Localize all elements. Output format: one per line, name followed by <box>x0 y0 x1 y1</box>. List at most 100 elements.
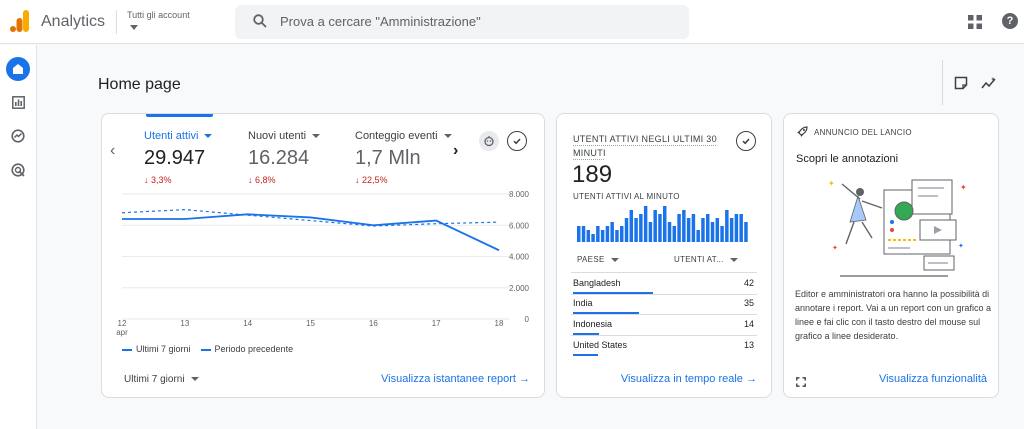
series-line-current[interactable] <box>122 213 500 252</box>
x-tick-label: 14 <box>243 319 252 328</box>
y-tick-label: 6.000 <box>509 221 530 230</box>
date-range-selector[interactable]: Ultimi 7 giorni <box>124 374 199 385</box>
series-line-previous[interactable] <box>121 209 500 227</box>
minute-bar[interactable] <box>706 214 710 242</box>
minute-bar[interactable] <box>600 230 605 242</box>
chevron-right-icon[interactable]: › <box>453 142 459 159</box>
chevron-down-icon[interactable] <box>130 25 138 30</box>
metric-change: ↓ 22,5% <box>355 175 388 185</box>
users-count: 42 <box>743 278 754 288</box>
minute-bar[interactable] <box>610 222 614 242</box>
y-tick-label: 2.000 <box>509 284 530 293</box>
search-input[interactable]: Prova a cercare "Amministrazione" <box>280 14 481 29</box>
minute-bar[interactable] <box>648 222 653 242</box>
caret-down-icon <box>443 134 452 139</box>
analytics-logo-icon[interactable] <box>10 10 30 32</box>
minute-bar[interactable] <box>715 218 720 242</box>
annotation-note-icon[interactable] <box>954 76 968 90</box>
minute-bar[interactable] <box>643 206 648 242</box>
share-bar <box>573 354 598 356</box>
minute-bar[interactable] <box>710 222 715 242</box>
top-bar: Analytics Tutti gli account Prova a cerc… <box>0 0 1024 44</box>
minute-bar[interactable] <box>620 226 624 242</box>
metric-change: ↓ 3,3% <box>144 175 172 185</box>
y-tick-label: 8.000 <box>509 190 530 199</box>
minute-bar[interactable] <box>591 234 595 242</box>
minute-bar[interactable] <box>653 210 657 242</box>
overview-card: ‹ Utenti attivi 29.947 ↓ 3,3% Nuovi uten… <box>101 113 545 398</box>
per-minute-bar-chart[interactable] <box>577 202 749 242</box>
check-circle-icon[interactable] <box>507 131 527 151</box>
minute-bar[interactable] <box>725 210 729 242</box>
minute-bar[interactable] <box>586 230 591 242</box>
minute-bar[interactable] <box>624 218 629 242</box>
sidebar-item-advertising[interactable] <box>6 158 30 182</box>
minute-bar[interactable] <box>686 218 691 242</box>
line-chart[interactable]: 8.000 6.000 4.000 2.000 0 12 13 14 15 16 17 18 apr <box>112 184 542 344</box>
minute-bar[interactable] <box>701 218 705 242</box>
minute-bar[interactable] <box>696 230 700 242</box>
minute-bar[interactable] <box>615 230 619 242</box>
x-tick-label: 17 <box>432 319 441 328</box>
minute-bar[interactable] <box>682 210 686 242</box>
x-tick-label: 15 <box>306 319 315 328</box>
minute-bar[interactable] <box>744 222 748 242</box>
minute-bar[interactable] <box>720 226 724 242</box>
minute-bar[interactable] <box>581 226 586 242</box>
metric-tab-event-count[interactable]: Conteggio eventi 1,7 Mln ↓ 22,5% <box>355 130 452 185</box>
minute-bar[interactable] <box>629 210 634 242</box>
share-bar <box>573 312 640 314</box>
minute-bar[interactable] <box>639 214 643 242</box>
divider <box>942 60 943 105</box>
arrow-right-icon: → <box>519 373 530 385</box>
view-feature-link[interactable]: Visualizza funzionalità <box>878 373 987 385</box>
chevron-left-icon[interactable]: ‹ <box>110 142 116 159</box>
sidebar-item-explore[interactable] <box>6 124 30 148</box>
x-tick-label: 13 <box>180 319 189 328</box>
target-icon <box>11 163 25 177</box>
minute-bar[interactable] <box>658 214 662 242</box>
announcement-header: ANNUNCIO DEL LANCIO <box>796 126 912 138</box>
sidebar-item-reports[interactable] <box>6 90 30 114</box>
minute-bar[interactable] <box>734 214 739 242</box>
app-title: Analytics <box>41 13 106 30</box>
table-header-country[interactable]: PAESE <box>577 255 619 264</box>
minute-bar[interactable] <box>667 222 672 242</box>
search-bar[interactable]: Prova a cercare "Amministrazione" <box>235 5 689 39</box>
caret-down-icon <box>312 134 321 139</box>
svg-text:✦: ✦ <box>832 244 838 252</box>
minute-bar[interactable] <box>739 214 743 242</box>
view-report-snapshot-link[interactable]: Visualizza istantanee report → <box>381 373 530 385</box>
metric-tab-active-users[interactable]: Utenti attivi 29.947 ↓ 3,3% <box>144 130 213 185</box>
caret-down-icon <box>729 257 738 262</box>
view-realtime-link[interactable]: Visualizza in tempo reale → <box>620 373 757 385</box>
announcement-body: Editor e amministratori ora hanno la pos… <box>795 289 991 341</box>
metric-tab-new-users[interactable]: Nuovi utenti 16.284 ↓ 6,8% <box>248 130 321 185</box>
apps-grid-icon[interactable] <box>968 15 982 29</box>
account-selector[interactable]: Tutti gli account <box>127 10 190 20</box>
minute-bar[interactable] <box>729 218 734 242</box>
insight-bot-icon[interactable] <box>479 131 499 151</box>
divider <box>571 335 757 336</box>
minute-bar[interactable] <box>677 214 681 242</box>
fullscreen-icon[interactable] <box>796 377 806 387</box>
minute-bar[interactable] <box>577 226 581 242</box>
metric-value: 1,7 Mln <box>355 147 421 169</box>
check-circle-icon[interactable] <box>736 131 756 151</box>
table-header-users[interactable]: UTENTI AT... <box>674 255 738 264</box>
minute-bar[interactable] <box>663 206 667 242</box>
realtime-title[interactable]: UTENTI ATTIVI NEGLI ULTIMI 30 MINUTI <box>573 134 717 158</box>
help-icon[interactable]: ? <box>1002 13 1018 29</box>
sidebar-item-home[interactable] <box>6 57 30 81</box>
minute-bar[interactable] <box>672 226 677 242</box>
minute-bar[interactable] <box>596 226 600 242</box>
minute-bar[interactable] <box>691 214 696 242</box>
page-title: Home page <box>98 76 181 93</box>
minute-bar[interactable] <box>605 226 610 242</box>
solid-line-swatch <box>122 348 132 351</box>
minute-bar[interactable] <box>634 218 638 242</box>
country-name: Bangladesh <box>573 278 621 288</box>
insights-icon[interactable] <box>981 76 997 90</box>
caret-down-icon <box>190 377 199 382</box>
rocket-icon <box>797 126 808 137</box>
